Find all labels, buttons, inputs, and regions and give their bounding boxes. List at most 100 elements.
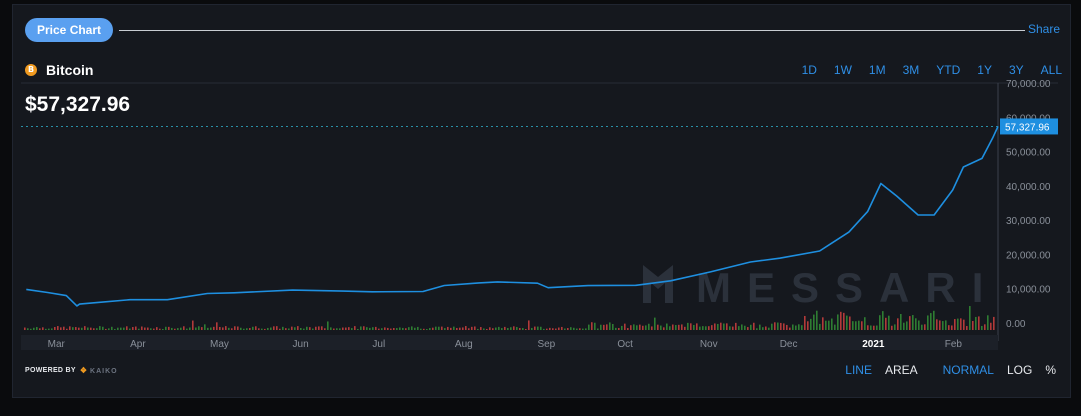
volume-bar (888, 315, 890, 330)
volume-bar (702, 326, 704, 330)
volume-bar (327, 321, 329, 330)
volume-bar (873, 325, 875, 330)
volume-bar (987, 315, 989, 330)
volume-bar (615, 327, 617, 330)
volume-bar (198, 326, 200, 330)
range-3m[interactable]: 3M (902, 63, 920, 77)
volume-bar (639, 324, 641, 330)
volume-bar (858, 320, 860, 330)
volume-bar (597, 328, 599, 330)
volume-bar (684, 326, 686, 330)
volume-bar (534, 326, 536, 330)
toggle-percent[interactable]: % (1045, 363, 1056, 377)
volume-bar (303, 328, 305, 330)
share-link[interactable]: Share (1027, 22, 1060, 36)
volume-bar (891, 325, 893, 330)
volume-bar (285, 328, 287, 330)
volume-bar (165, 326, 167, 330)
range-1d[interactable]: 1D (801, 63, 817, 77)
volume-bar (195, 327, 197, 330)
volume-bar (993, 316, 995, 330)
toggle-area[interactable]: AREA (884, 363, 918, 377)
volume-bar (816, 310, 818, 330)
volume-bar (357, 328, 359, 330)
volume-bar (495, 327, 497, 330)
x-tick-label: Apr (130, 339, 146, 350)
volume-bar (666, 323, 668, 330)
volume-bar (882, 311, 884, 330)
volume-bar (918, 320, 920, 330)
volume-bar (813, 314, 815, 330)
volume-bar (906, 321, 908, 330)
range-1m[interactable]: 1M (868, 63, 886, 77)
volume-bar (621, 325, 623, 330)
volume-bar (486, 328, 488, 330)
volume-bar (171, 327, 173, 330)
tab-price-chart[interactable]: Price Chart (25, 18, 114, 42)
volume-bar (645, 325, 647, 330)
volume-bar (792, 324, 794, 330)
volume-bar (528, 320, 530, 330)
current-price: $57,327.96 (25, 93, 131, 116)
volume-bar (372, 327, 374, 330)
volume-bar (159, 328, 161, 330)
volume-bar (843, 312, 845, 330)
volume-bar (804, 315, 806, 330)
range-3y[interactable]: 3Y (1008, 63, 1024, 77)
volume-bar (111, 326, 113, 330)
volume-bar (405, 328, 407, 330)
volume-bar (504, 326, 506, 330)
volume-bar (267, 327, 269, 330)
price-line-chart[interactable]: MESSARI 0.00 10,000.00 20,000.00 30,000.00 40… (13, 5, 1072, 399)
price-chart-panel: Price Chart Share B Bitcoin 1D 1W 1M 3M … (12, 4, 1071, 398)
header-divider (119, 30, 1025, 31)
volume-bar (393, 328, 395, 330)
toggle-normal[interactable]: NORMAL (942, 363, 994, 377)
volume-bar (144, 327, 146, 330)
volume-bar (300, 327, 302, 330)
volume-bar (627, 328, 629, 330)
range-ytd[interactable]: YTD (936, 63, 961, 77)
range-1w[interactable]: 1W (833, 63, 852, 77)
volume-bar (723, 323, 725, 330)
volume-bar (219, 326, 221, 330)
volume-bar (174, 328, 176, 330)
volume-bar (444, 328, 446, 330)
volume-bar (921, 324, 923, 330)
volume-bar (651, 326, 653, 330)
toggle-line[interactable]: LINE (845, 363, 872, 377)
volume-bar (624, 323, 626, 330)
volume-bar (27, 328, 29, 330)
toggle-log[interactable]: LOG (1006, 363, 1033, 377)
volume-bar (801, 325, 803, 330)
volume-bar (978, 316, 980, 330)
volume-bar (126, 326, 128, 330)
volume-bar (807, 321, 809, 330)
volume-bar (525, 328, 527, 330)
volume-bar (75, 327, 77, 330)
volume-bar (339, 328, 341, 330)
range-1y[interactable]: 1Y (977, 63, 992, 77)
x-axis-band (21, 335, 998, 350)
volume-bar (567, 328, 569, 330)
volume-bar (855, 321, 857, 330)
volume-bar (561, 326, 563, 330)
volume-bar (789, 327, 791, 330)
volume-bar (609, 322, 611, 330)
volume-bar (909, 316, 911, 330)
volume-bar (960, 318, 962, 330)
volume-bar (945, 320, 947, 330)
volume-bar (516, 326, 518, 330)
volume-bar (183, 326, 185, 330)
kaiko-label: KAIKO (90, 368, 118, 375)
volume-bar (342, 327, 344, 330)
volume-bar (903, 322, 905, 330)
volume-bar (735, 322, 737, 330)
y-tick-label: 30,000.00 (1006, 216, 1051, 227)
volume-bar (54, 326, 56, 330)
volume-bar (912, 315, 914, 330)
volume-bar (450, 327, 452, 330)
volume-bar (477, 328, 479, 330)
volume-bar (375, 326, 377, 330)
range-all[interactable]: ALL (1040, 63, 1062, 77)
